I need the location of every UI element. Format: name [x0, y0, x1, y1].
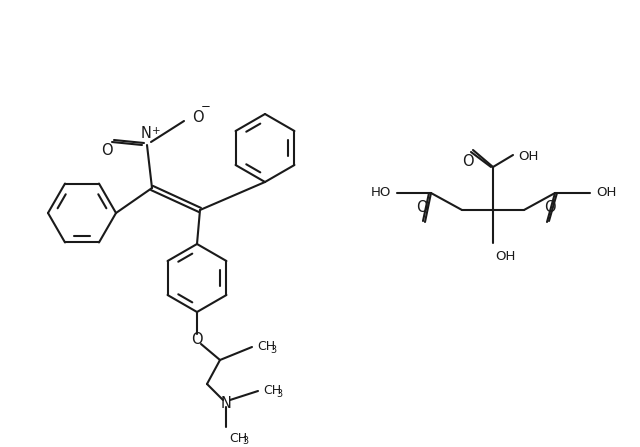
Text: 3: 3	[276, 389, 282, 399]
Text: O: O	[416, 200, 428, 215]
Text: 3: 3	[270, 345, 276, 355]
Text: 3: 3	[242, 436, 248, 446]
Text: +: +	[152, 126, 161, 136]
Text: CH: CH	[257, 340, 275, 353]
Text: N: N	[221, 396, 232, 410]
Text: O: O	[544, 200, 556, 215]
Text: −: −	[201, 100, 211, 113]
Text: OH: OH	[518, 151, 538, 164]
Text: O: O	[101, 143, 113, 158]
Text: CH: CH	[263, 384, 281, 396]
Text: N: N	[141, 126, 152, 141]
Text: O: O	[192, 110, 204, 126]
Text: OH: OH	[596, 186, 616, 199]
Text: O: O	[191, 333, 203, 347]
Text: O: O	[462, 154, 474, 169]
Text: HO: HO	[371, 186, 391, 199]
Text: OH: OH	[495, 250, 515, 263]
Text: CH: CH	[229, 432, 247, 445]
